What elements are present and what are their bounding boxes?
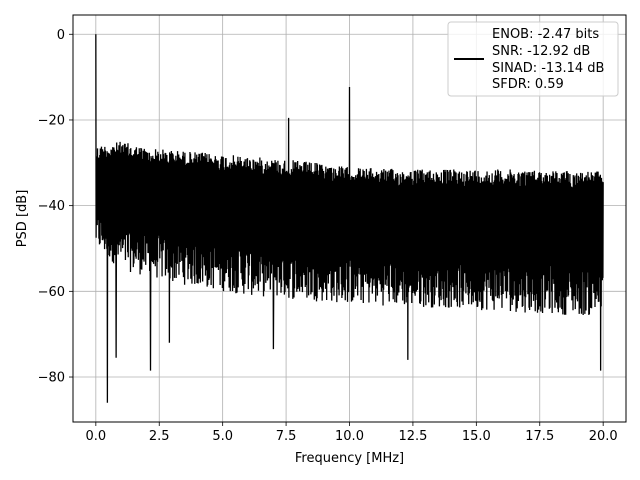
x-axis-ticks: 0.0 2.5 5.0 7.5 10.0 12.5 15.0 17.5 20.0 (85, 422, 618, 444)
legend: ENOB: -2.47 bits SNR: -12.92 dB SINAD: -… (447, 21, 619, 97)
x-tick-label: 12.5 (398, 429, 427, 444)
x-axis-label: Frequency [MHz] (295, 451, 404, 466)
legend-entry-enob: ENOB: -2.47 bits (492, 27, 599, 42)
x-tick-label: 20.0 (589, 429, 618, 444)
x-tick-label: 17.5 (525, 429, 554, 444)
legend-box (447, 21, 619, 97)
x-tick-label: 2.5 (149, 429, 170, 444)
legend-entry-sinad: SINAD: -13.14 dB (492, 61, 604, 76)
y-tick-label: −60 (38, 285, 65, 300)
y-tick-label: −40 (38, 199, 65, 214)
y-tick-label: 0 (57, 28, 65, 43)
legend-entry-snr: SNR: -12.92 dB (492, 44, 590, 59)
y-tick-label: −20 (38, 113, 65, 128)
psd-line (95, 34, 604, 403)
x-tick-label: 15.0 (462, 429, 491, 444)
x-tick-label: 10.0 (335, 429, 364, 444)
x-tick-label: 5.0 (212, 429, 233, 444)
y-axis-label: PSD [dB] (15, 190, 30, 248)
y-tick-label: −80 (38, 371, 65, 386)
y-axis-ticks: 0 −20 −40 −60 −80 (38, 28, 73, 386)
x-tick-label: 7.5 (276, 429, 297, 444)
x-tick-label: 0.0 (85, 429, 106, 444)
legend-entry-sfdr: SFDR: 0.59 (492, 77, 564, 92)
plot-area (95, 34, 604, 403)
